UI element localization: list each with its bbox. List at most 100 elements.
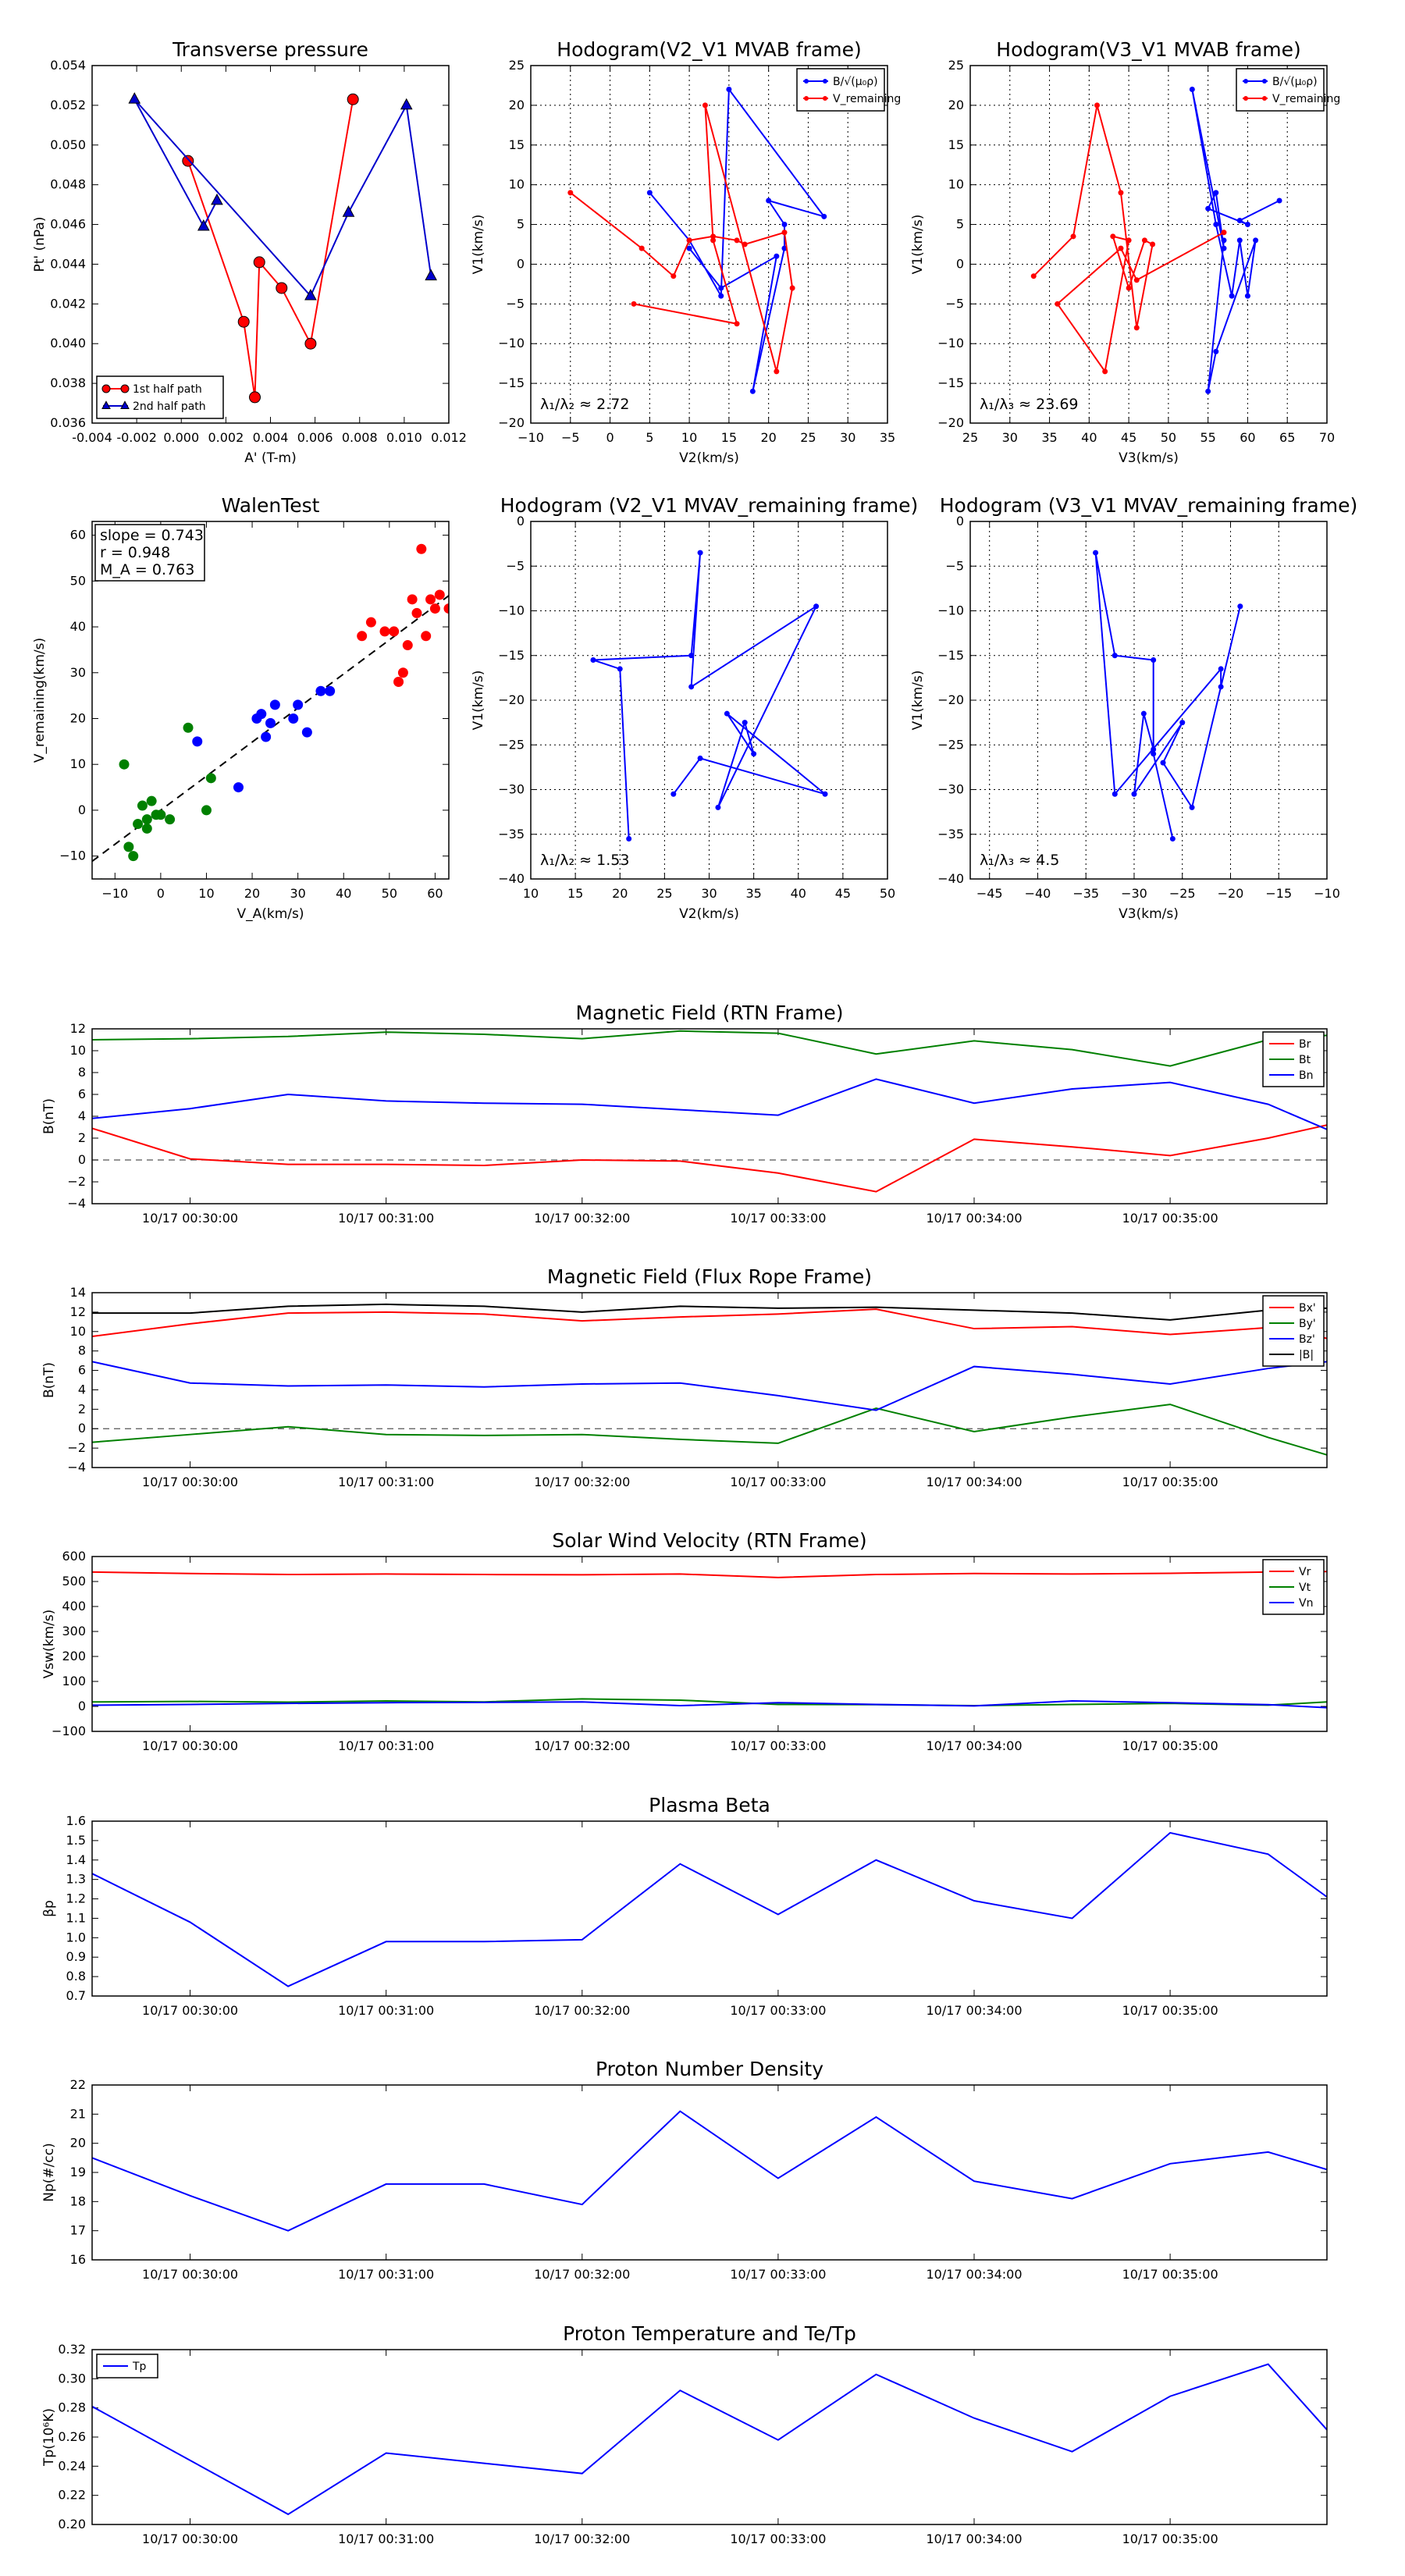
data-point xyxy=(626,835,632,841)
data-point xyxy=(774,253,780,259)
x-axis-label: A' (T-m) xyxy=(244,450,297,466)
x-tick-label: 10/17 00:35:00 xyxy=(1122,2003,1218,2018)
data-point xyxy=(357,631,368,642)
data-point xyxy=(342,205,355,217)
chart-title: Plasma Beta xyxy=(649,1794,770,1816)
y-tick-label: 400 xyxy=(62,1599,86,1614)
data-point xyxy=(365,617,376,628)
chart-title: Hodogram(V3_V1 MVAB frame) xyxy=(996,38,1300,61)
data-point xyxy=(137,800,148,811)
data-point xyxy=(1133,325,1140,331)
legend-marker xyxy=(823,79,827,84)
x-tick-label: 65 xyxy=(1279,430,1295,445)
y-tick-label: −30 xyxy=(937,782,964,797)
plot-area xyxy=(1093,550,1243,841)
y-tick-label: −35 xyxy=(937,827,964,841)
data-point xyxy=(315,685,326,696)
x-tick-label: 10/17 00:33:00 xyxy=(730,1475,826,1489)
y-tick-label: 1.5 xyxy=(66,1833,86,1848)
data-point xyxy=(631,301,637,307)
data-point xyxy=(205,773,216,784)
y-tick-label: 30 xyxy=(70,665,86,680)
y-tick-label: 0 xyxy=(78,1699,86,1713)
data-point xyxy=(821,213,827,219)
data-point xyxy=(261,731,272,742)
data-point xyxy=(1140,710,1147,717)
y-tick-label: −5 xyxy=(945,296,964,311)
x-tick-label: 0.004 xyxy=(253,430,289,445)
x-tick-label: 50 xyxy=(382,886,397,901)
x-tick-label: 10/17 00:30:00 xyxy=(142,2532,238,2546)
data-point xyxy=(402,640,413,651)
legend-marker xyxy=(120,384,130,393)
series-line xyxy=(92,1361,1327,1411)
legend-marker xyxy=(101,384,111,393)
series-bx- xyxy=(92,1308,1327,1340)
x-tick-label: 10/17 00:33:00 xyxy=(730,2267,826,2282)
data-point xyxy=(421,631,432,642)
data-point xyxy=(1205,205,1211,212)
series-0 xyxy=(92,2110,1327,2232)
y-tick-label: −20 xyxy=(498,692,525,707)
y-tick-label: 10 xyxy=(70,1043,86,1058)
y-tick-label: 1.2 xyxy=(66,1891,86,1906)
data-point xyxy=(304,289,317,301)
x-tick-label: 60 xyxy=(1240,430,1255,445)
y-tick-label: 1.1 xyxy=(66,1910,86,1925)
y-tick-label: 300 xyxy=(62,1624,86,1638)
y-tick-label: 1.4 xyxy=(66,1852,86,1867)
y-tick-label: −25 xyxy=(498,737,525,752)
plot-area xyxy=(92,2363,1327,2516)
series-line xyxy=(92,1078,1327,1130)
y-tick-label: 1.0 xyxy=(66,1930,86,1944)
plot-area xyxy=(92,2110,1327,2232)
data-point xyxy=(256,709,267,720)
chart-title: Proton Temperature and Te/Tp xyxy=(563,2322,856,2345)
chart-h2: Hodogram(V3_V1 MVAB frame)25 30 35 40 45 50 55… xyxy=(910,38,1340,466)
plot-area xyxy=(92,1571,1327,1709)
data-point xyxy=(1055,301,1061,307)
axes-frame xyxy=(91,2084,1328,2261)
data-point xyxy=(1213,348,1219,354)
chart-mag_fr: Magnetic Field (Flux Rope Frame) 10/17 00… xyxy=(41,1265,1328,1489)
data-point xyxy=(1236,237,1243,244)
y-tick-label: 0.24 xyxy=(58,2458,86,2473)
chart-mag_rtn: Magnetic Field (RTN Frame) 10/17 00:30:00… xyxy=(41,1002,1328,1226)
data-point xyxy=(781,222,788,228)
y-axis-label: V1(km/s) xyxy=(471,215,486,275)
legend-marker xyxy=(804,96,809,101)
chart-title: Magnetic Field (RTN Frame) xyxy=(576,1002,844,1024)
x-tick-label: −25 xyxy=(1169,886,1196,901)
data-point xyxy=(1151,751,1157,757)
y-tick-label: −10 xyxy=(937,336,964,350)
x-tick-label: 10/17 00:31:00 xyxy=(338,2267,434,2282)
series-2 xyxy=(98,722,216,879)
legend-label: V_remaining xyxy=(1272,93,1340,105)
y-tick-label: −10 xyxy=(59,849,86,863)
ratio-annotation: λ₁/λ₃ ≈ 4.5 xyxy=(980,852,1059,869)
legend-marker xyxy=(823,96,827,101)
data-point xyxy=(781,229,788,236)
x-tick-label: 35 xyxy=(1041,430,1057,445)
legend-label: Bz' xyxy=(1299,1333,1315,1346)
y-axis-label: Tp(10⁶K) xyxy=(41,2408,57,2467)
data-point xyxy=(233,782,244,793)
x-tick-label: 10/17 00:31:00 xyxy=(338,1738,434,1753)
series-line xyxy=(92,1404,1327,1456)
plot-area xyxy=(92,1303,1327,1456)
x-tick-label: −15 xyxy=(1265,886,1292,901)
data-point xyxy=(128,92,141,104)
legend: Tp xyxy=(96,2354,158,2379)
data-point xyxy=(670,791,677,797)
chart-title: Hodogram (V3_V1 MVAV_remaining frame) xyxy=(940,494,1358,517)
axes-frame xyxy=(969,521,1328,880)
legend: 1st half path 2nd half path xyxy=(96,375,224,419)
data-point xyxy=(1221,229,1227,236)
data-point xyxy=(407,594,418,605)
data-point xyxy=(253,256,265,269)
legend-box xyxy=(796,68,885,112)
data-point xyxy=(133,819,144,830)
legend: Bx' By' Bz' |B| xyxy=(1262,1295,1325,1367)
data-point xyxy=(123,841,134,852)
